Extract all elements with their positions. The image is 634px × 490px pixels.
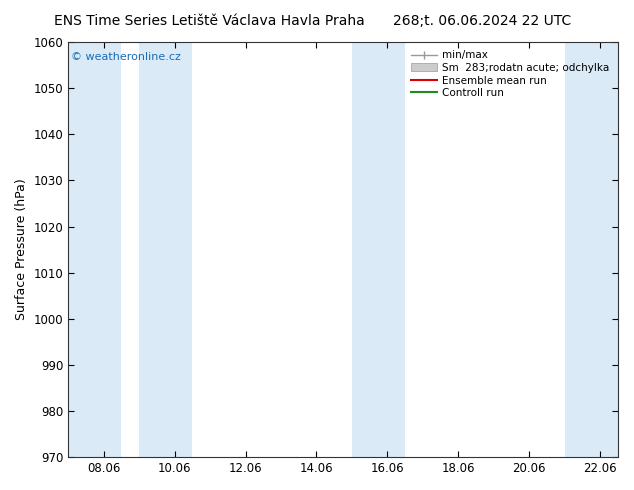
Bar	[139, 42, 192, 457]
Text: © weatheronline.cz: © weatheronline.cz	[71, 52, 181, 62]
Bar	[565, 42, 618, 457]
Y-axis label: Surface Pressure (hPa): Surface Pressure (hPa)	[15, 179, 28, 320]
Text: ENS Time Series Letiště Václava Havla Praha: ENS Time Series Letiště Václava Havla Pr…	[54, 14, 365, 28]
Legend: min/max, Sm  283;rodatn acute; odchylka, Ensemble mean run, Controll run: min/max, Sm 283;rodatn acute; odchylka, …	[408, 47, 613, 101]
Text: 268;t. 06.06.2024 22 UTC: 268;t. 06.06.2024 22 UTC	[392, 14, 571, 28]
Bar	[352, 42, 405, 457]
Bar	[68, 42, 121, 457]
